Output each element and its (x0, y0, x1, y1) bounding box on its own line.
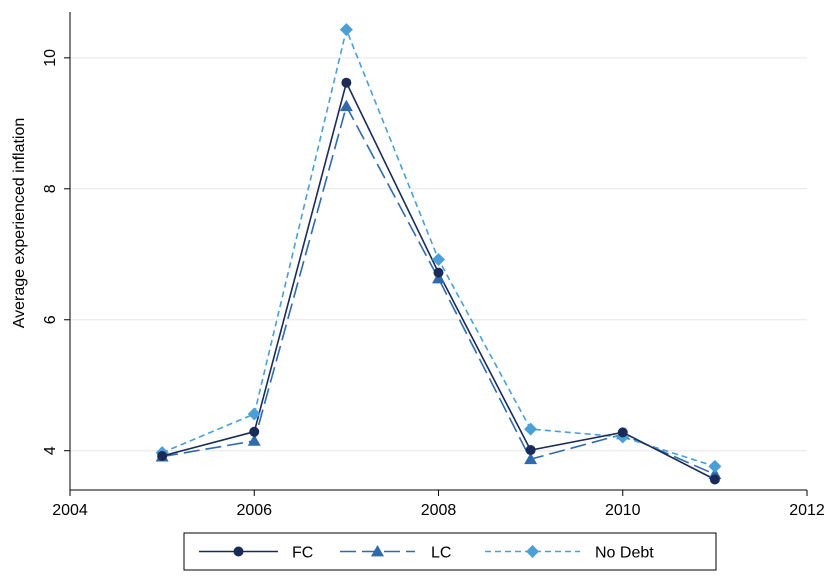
legend-label-no-debt: No Debt (595, 545, 654, 562)
data-point-lc (432, 272, 445, 284)
data-point-no-debt (247, 407, 261, 421)
data-point-no-debt (708, 459, 722, 473)
data-point-lc (524, 452, 538, 465)
data-point-fc (617, 427, 628, 438)
legend-marker-no-debt (526, 545, 539, 558)
legend: FC LC No Debt (183, 532, 717, 571)
y-tick-label: 10 (42, 49, 59, 67)
axes: 4 6 8 10 2004 2006 2008 2010 2012 (42, 12, 825, 519)
data-point-fc (525, 445, 536, 456)
y-tick-label: 4 (42, 446, 59, 455)
series-line-lc (161, 104, 716, 476)
data-point-lc (247, 434, 261, 446)
data-point-no-debt (339, 23, 353, 37)
data-point-fc (341, 77, 352, 88)
data-point-fc (249, 426, 260, 437)
series-line-no-debt (161, 27, 716, 468)
data-point-fc (709, 474, 720, 485)
y-axis-title: Average experienced inflation (11, 118, 28, 329)
data-point-no-debt (524, 422, 538, 436)
x-tick-label: 2006 (236, 502, 272, 519)
legend-marker-fc (233, 546, 244, 557)
x-tick-label: 2012 (789, 502, 825, 519)
legend-label-lc: LC (431, 545, 451, 562)
x-tick-label: 2010 (605, 502, 641, 519)
y-tick-label: 8 (42, 184, 59, 193)
data-point-no-debt (432, 253, 445, 267)
gridlines (70, 57, 807, 452)
data-point-lc (339, 99, 353, 112)
y-tick-label: 6 (42, 315, 59, 324)
series-group (155, 23, 722, 485)
x-tick-label: 2004 (52, 502, 88, 519)
legend-label-fc: FC (292, 545, 313, 562)
data-point-fc (157, 450, 168, 461)
x-tick-label: 2008 (421, 502, 457, 519)
data-point-fc (433, 267, 444, 278)
legend-marker-lc (371, 545, 384, 557)
